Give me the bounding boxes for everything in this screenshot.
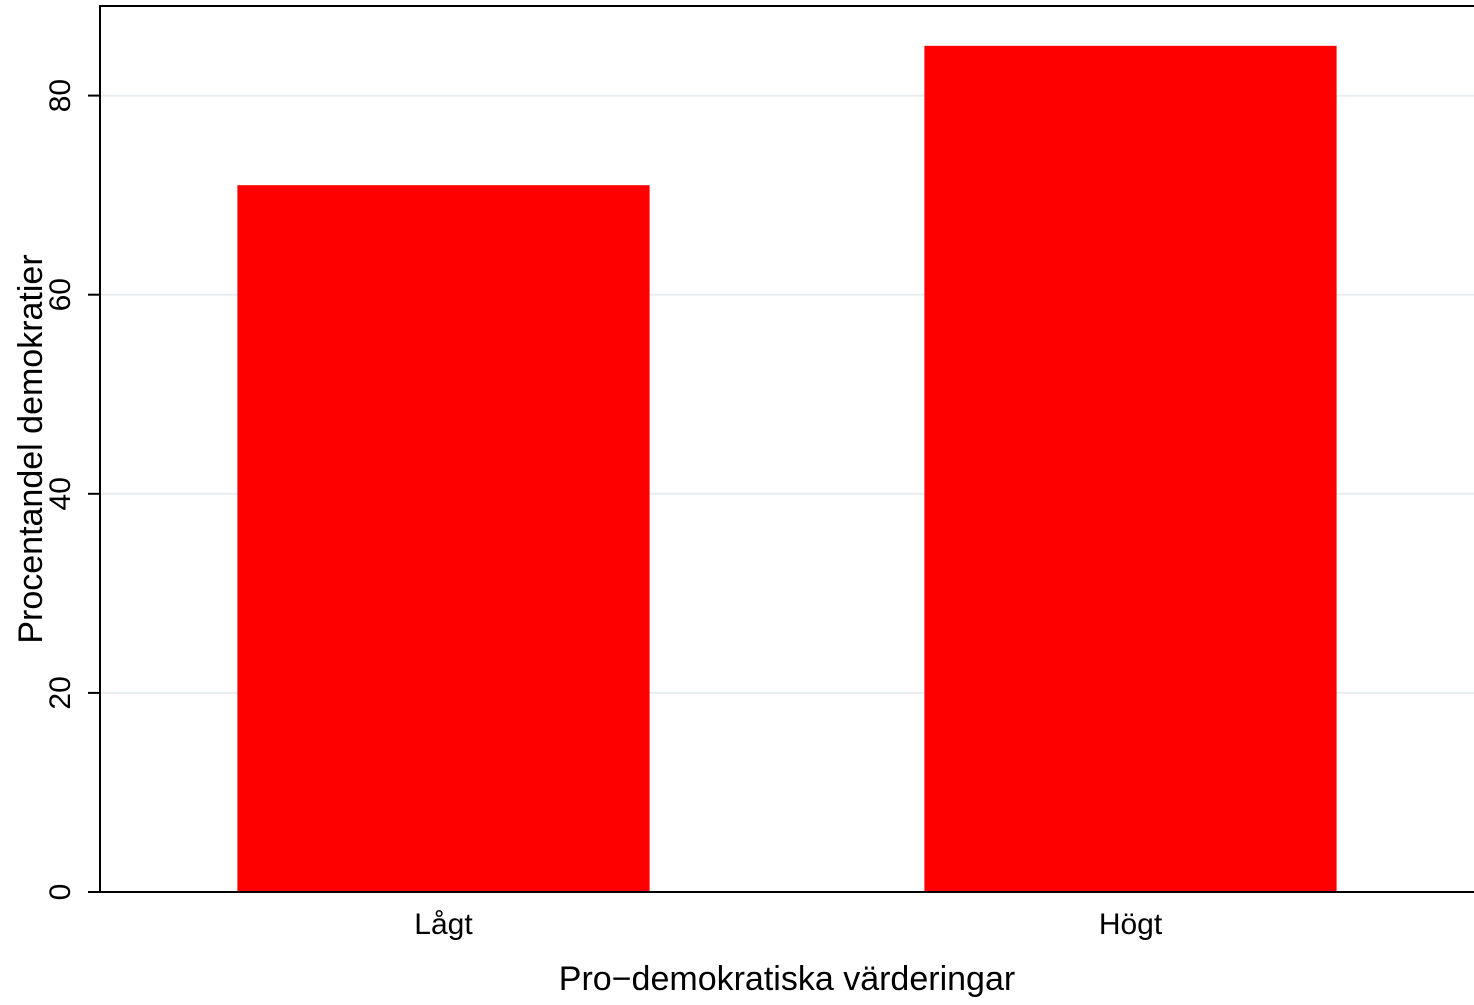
x-tick-label: Högt [1099,908,1163,941]
y-axis-title: Procentandel demokratier [12,254,50,643]
x-axis-ticks: Lågt Högt [414,908,1163,941]
y-tick-label: 60 [44,278,77,311]
y-tick-label: 20 [44,676,77,709]
y-axis-ticks: 0 20 40 60 80 [44,79,100,900]
x-tick-label: Lågt [414,908,473,941]
x-axis-title: Pro−demokratiska värderingar [559,960,1015,998]
y-tick-label: 0 [44,884,77,901]
y-tick-label: 80 [44,79,77,112]
bar [237,185,650,892]
bars [237,45,1337,892]
bar [924,45,1337,892]
plot-frame [99,5,1474,893]
y-tick-label: 40 [44,477,77,510]
